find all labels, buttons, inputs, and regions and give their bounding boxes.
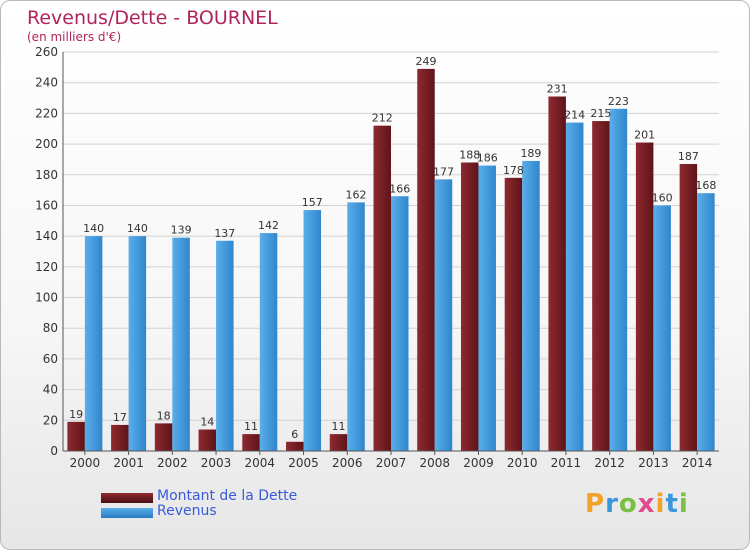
- revenus-value-label: 177: [433, 165, 454, 178]
- dette-value-label: 231: [547, 83, 568, 96]
- dette-value-label: 215: [590, 107, 611, 120]
- revenus-bar: [128, 236, 147, 451]
- revenus-bar: [391, 196, 409, 451]
- x-tick-label: 2007: [376, 456, 407, 470]
- revenus-value-label: 157: [302, 196, 323, 209]
- x-tick-label: 2013: [638, 456, 669, 470]
- revenus-bar: [347, 202, 365, 451]
- revenus-value-label: 140: [127, 222, 148, 235]
- y-tick-label: 80: [43, 321, 58, 335]
- revenus-bar: [259, 233, 278, 451]
- revenus-bar: [216, 240, 234, 451]
- revenus-value-label: 189: [520, 147, 541, 160]
- dette-bar: [460, 162, 479, 451]
- dette-bar: [373, 125, 391, 452]
- revenus-value-label: 140: [83, 222, 104, 235]
- y-tick-label: 200: [35, 137, 58, 151]
- x-tick-label: 2005: [288, 456, 319, 470]
- dette-bar: [635, 142, 654, 452]
- revenus-bar: [697, 193, 715, 451]
- revenus-value-label: 139: [171, 224, 192, 237]
- dette-value-label: 17: [113, 411, 127, 424]
- x-tick-label: 2004: [245, 456, 276, 470]
- proxiti-logo: Proxiti: [585, 489, 689, 519]
- revenus-bar: [653, 205, 671, 451]
- revenus-bar: [478, 165, 496, 452]
- x-tick-label: 2006: [332, 456, 363, 470]
- dette-value-label: 11: [332, 420, 346, 433]
- legend-label-dette: Montant de la Dette: [157, 488, 298, 504]
- dette-bar: [417, 68, 435, 451]
- dette-bar: [242, 434, 260, 451]
- dette-bar: [592, 121, 610, 452]
- dette-value-label: 201: [634, 129, 655, 142]
- x-tick-label: 2009: [463, 456, 494, 470]
- x-tick-label: 2003: [201, 456, 232, 470]
- dette-bar: [679, 164, 698, 451]
- revenus-bar: [303, 210, 322, 451]
- x-tick-label: 2008: [419, 456, 450, 470]
- y-tick-label: 220: [35, 106, 58, 120]
- y-tick-label: 120: [35, 260, 58, 274]
- revenus-value-label: 214: [564, 109, 585, 122]
- legend-swatch-dette: [101, 493, 153, 503]
- revenus-bar: [609, 108, 628, 452]
- chart-subtitle: (en milliers d'€): [27, 30, 122, 44]
- revenus-bar: [522, 160, 540, 451]
- y-tick-label: 40: [43, 383, 58, 397]
- revenus-bar: [565, 122, 584, 451]
- revenus-value-label: 160: [652, 191, 673, 204]
- dette-value-label: 249: [415, 55, 436, 68]
- x-tick-label: 2002: [157, 456, 188, 470]
- revenus-value-label: 137: [214, 227, 235, 240]
- dette-value-label: 19: [69, 408, 83, 421]
- y-tick-label: 240: [35, 76, 58, 90]
- dette-bar: [504, 177, 523, 452]
- dette-value-label: 188: [459, 148, 480, 161]
- x-tick-label: 2010: [507, 456, 538, 470]
- dette-bar: [154, 423, 173, 451]
- dette-value-label: 18: [157, 409, 171, 422]
- revenus-value-label: 162: [346, 188, 367, 201]
- dette-value-label: 178: [503, 164, 524, 177]
- revenus-bar: [84, 236, 103, 451]
- revenus-value-label: 186: [477, 152, 498, 165]
- y-tick-label: 0: [50, 444, 58, 458]
- dette-bar: [198, 429, 217, 451]
- chart-title: Revenus/Dette - BOURNEL: [27, 7, 278, 29]
- dette-bar: [286, 441, 304, 451]
- x-tick-label: 2012: [594, 456, 625, 470]
- dette-bar: [548, 96, 566, 451]
- y-tick-label: 20: [43, 413, 58, 427]
- revenus-value-label: 168: [695, 179, 716, 192]
- dette-value-label: 6: [291, 428, 298, 441]
- y-tick-label: 100: [35, 291, 58, 305]
- dette-value-label: 187: [678, 150, 699, 163]
- dette-bar: [329, 434, 348, 451]
- revenus-value-label: 166: [389, 182, 410, 195]
- y-tick-label: 60: [43, 352, 58, 366]
- dette-value-label: 14: [200, 416, 214, 429]
- y-tick-label: 180: [35, 168, 58, 182]
- legend-label-revenus: Revenus: [157, 503, 217, 519]
- dette-bar: [67, 421, 85, 451]
- revenus-bar: [434, 179, 453, 451]
- y-tick-label: 160: [35, 198, 58, 212]
- y-tick-label: 260: [35, 45, 58, 59]
- revenus-bar: [172, 237, 190, 451]
- x-tick-label: 2001: [113, 456, 144, 470]
- legend-swatch-revenus: [101, 508, 153, 518]
- revenus-value-label: 142: [258, 219, 279, 232]
- y-tick-label: 140: [35, 229, 58, 243]
- dette-value-label: 11: [244, 420, 258, 433]
- revenus-value-label: 223: [608, 95, 629, 108]
- dette-value-label: 212: [372, 112, 393, 125]
- x-tick-label: 2011: [551, 456, 582, 470]
- x-tick-label: 2000: [70, 456, 101, 470]
- dette-bar: [111, 424, 129, 451]
- x-tick-label: 2014: [682, 456, 713, 470]
